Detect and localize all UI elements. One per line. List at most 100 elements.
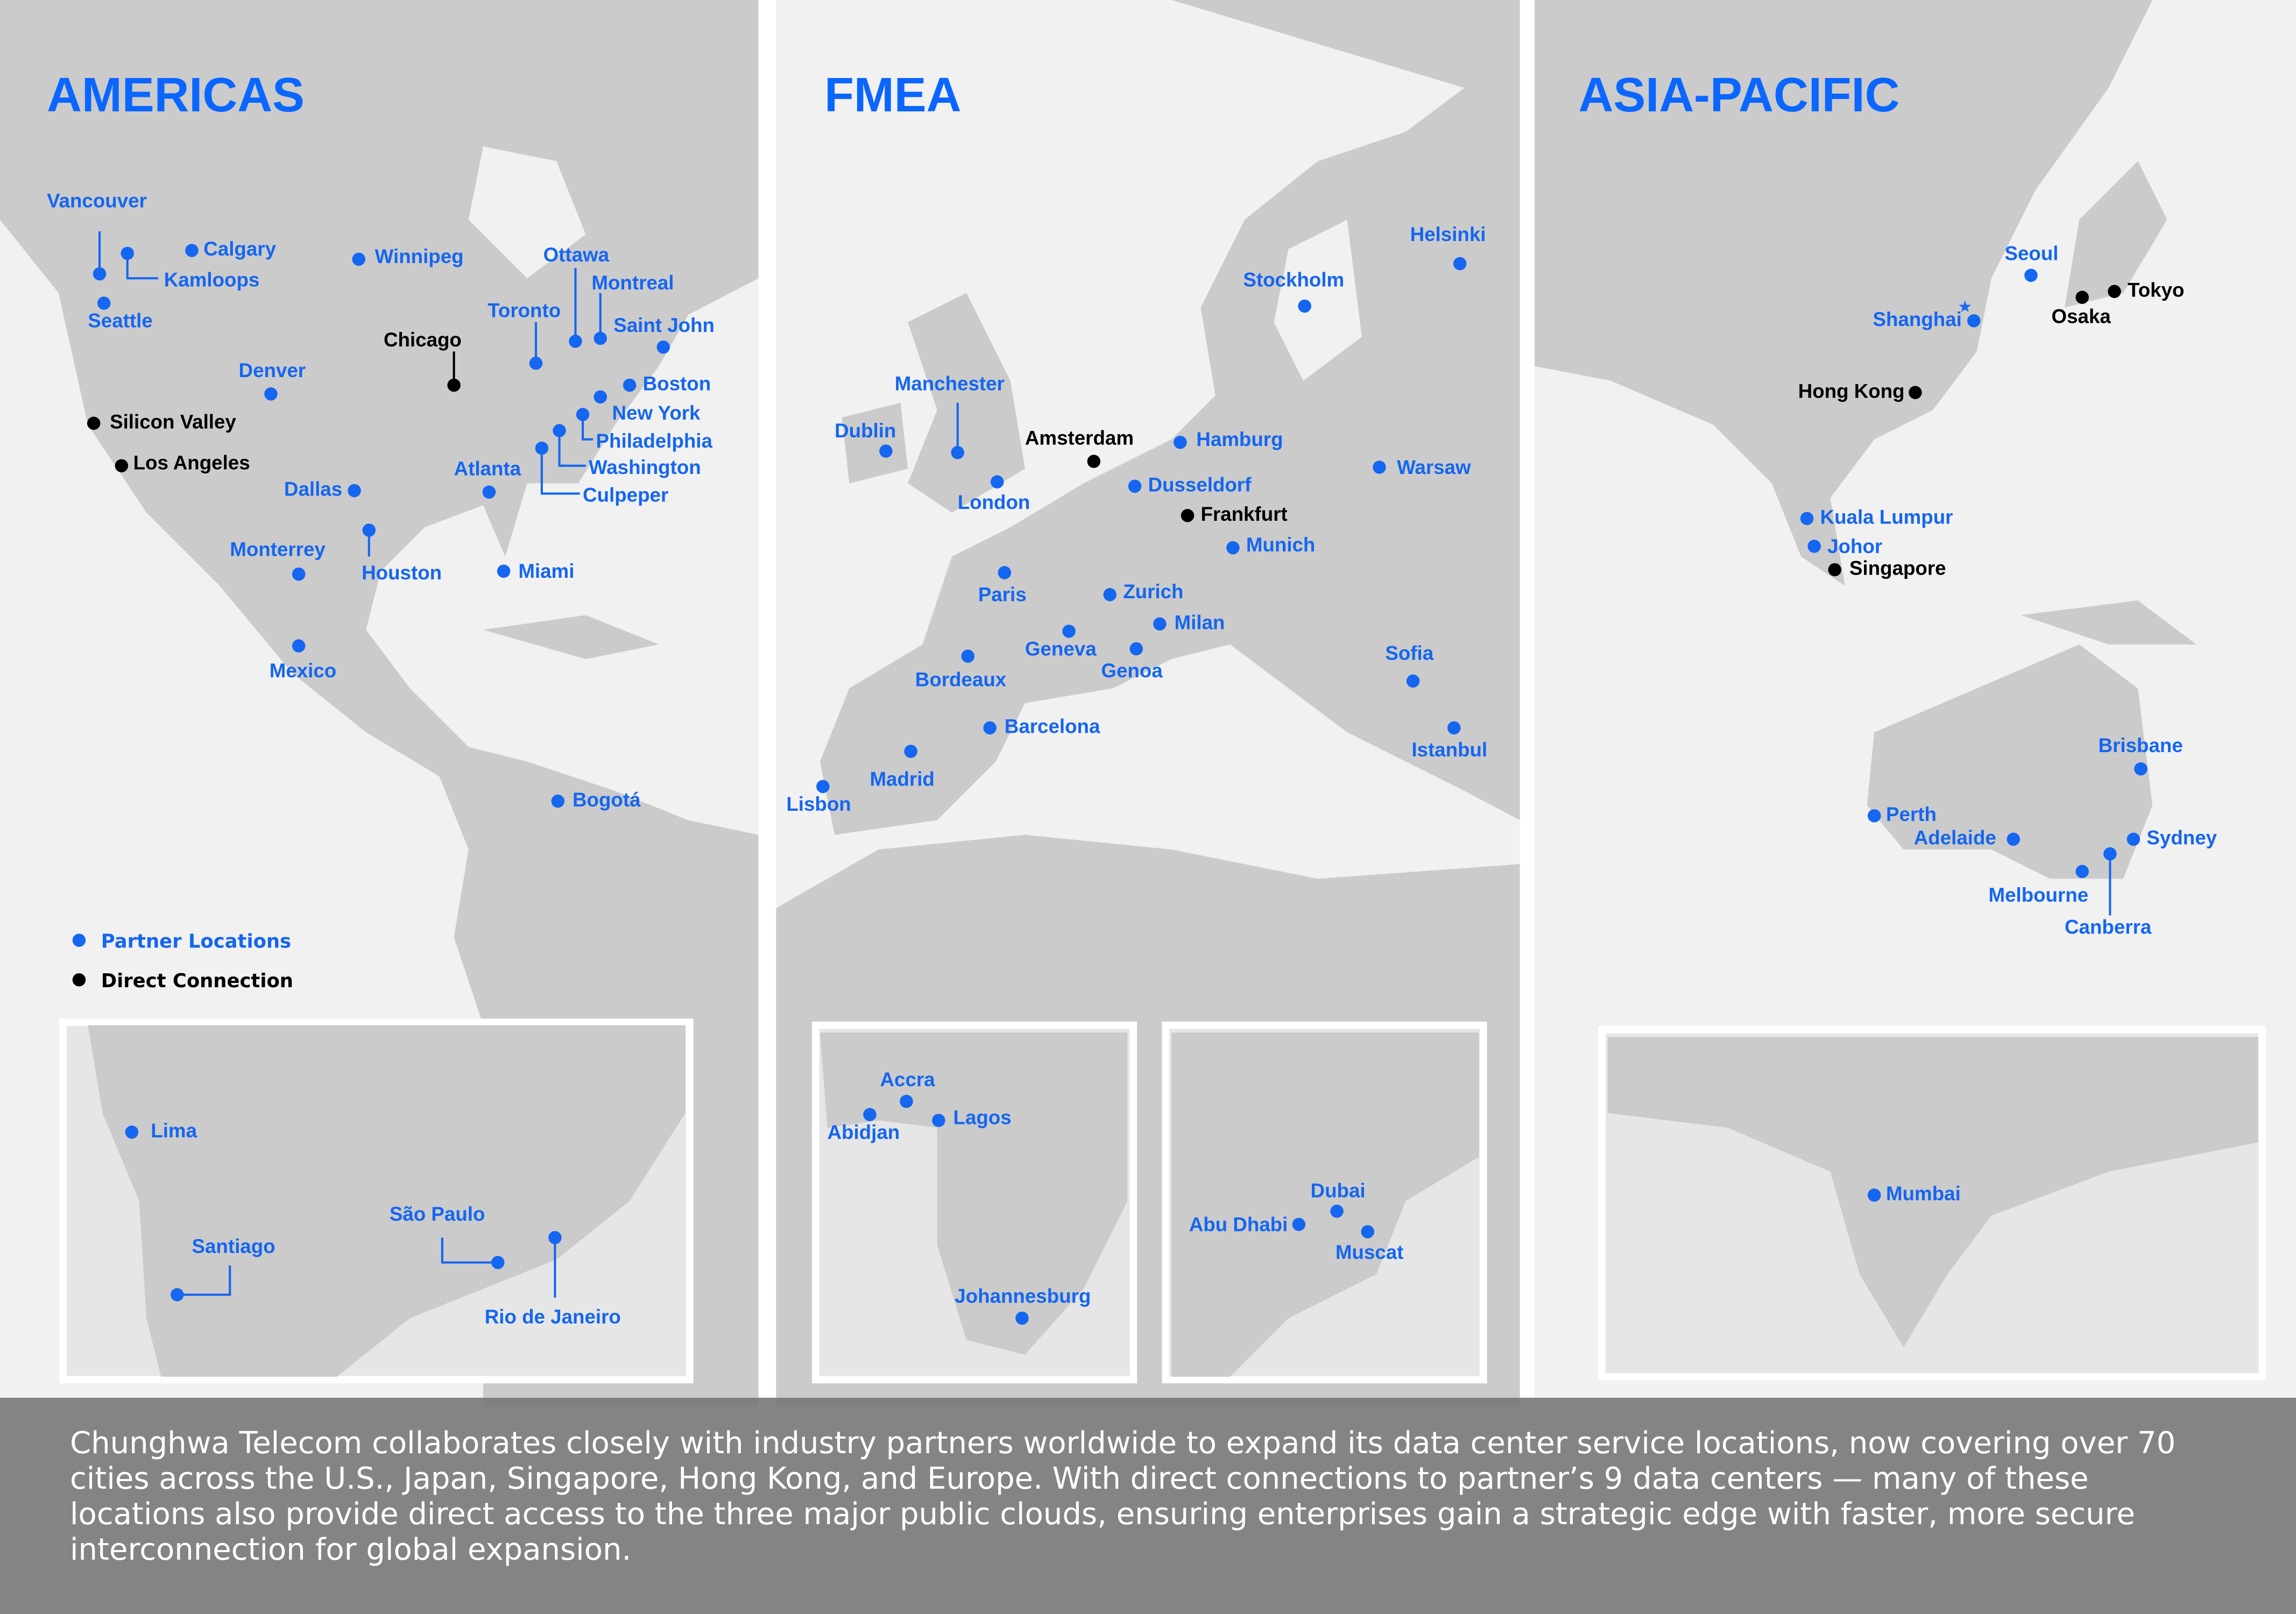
- city-marker-warsaw[interactable]: Warsaw: [1373, 456, 1471, 478]
- city-marker-dusseldorf[interactable]: Dusseldorf: [1128, 474, 1252, 496]
- city-marker-new-york[interactable]: New York: [594, 390, 701, 424]
- city-label: Lisbon: [786, 793, 851, 815]
- city-marker-winnipeg[interactable]: Winnipeg: [352, 245, 464, 267]
- partner-dot-icon: [1153, 617, 1167, 631]
- leader-line: [441, 1237, 498, 1264]
- city-marker-houston[interactable]: Houston: [362, 523, 442, 584]
- city-label: Hong Kong: [1798, 380, 1905, 402]
- partner-dot-icon: [1226, 541, 1240, 555]
- city-marker-atlanta[interactable]: Atlanta: [454, 458, 521, 499]
- city-marker-kuala-lumpur[interactable]: Kuala Lumpur: [1800, 506, 1953, 528]
- city-marker-abidjan[interactable]: Abidjan: [828, 1108, 900, 1143]
- city-marker-washington[interactable]: Washington: [553, 424, 701, 478]
- city-label: Milan: [1174, 611, 1225, 633]
- city-label: Kamloops: [164, 268, 260, 291]
- partner-dot-icon: [535, 441, 549, 455]
- city-marker-santiago[interactable]: Santiago: [171, 1235, 275, 1301]
- city-marker-seoul[interactable]: Seoul: [2004, 242, 2058, 282]
- city-marker-barcelona[interactable]: Barcelona: [983, 716, 1100, 738]
- partner-dot-icon: [594, 331, 607, 345]
- city-marker-sao-paulo[interactable]: São Paulo: [390, 1203, 505, 1269]
- city-marker-sofia[interactable]: Sofia: [1385, 642, 1434, 688]
- city-marker-geneva[interactable]: Geneva: [1025, 625, 1097, 660]
- city-label: Miami: [518, 560, 574, 582]
- partner-dot-icon: [569, 335, 582, 348]
- city-marker-genoa[interactable]: Genoa: [1101, 642, 1163, 682]
- city-marker-montreal[interactable]: Montreal: [591, 272, 674, 345]
- city-marker-adelaide[interactable]: Adelaide: [1914, 827, 2021, 849]
- city-label: Munich: [1246, 534, 1316, 556]
- city-marker-lisbon[interactable]: Lisbon: [786, 780, 851, 815]
- partner-dot-icon: [2127, 832, 2140, 846]
- leader-line: [582, 414, 594, 441]
- direct-dot-icon: [1181, 509, 1195, 522]
- city-marker-denver[interactable]: Denver: [239, 359, 306, 401]
- city-marker-zurich[interactable]: Zurich: [1103, 581, 1184, 603]
- city-marker-manchester[interactable]: Manchester: [895, 373, 1005, 459]
- leader-line: [540, 448, 580, 495]
- city-marker-lima[interactable]: Lima: [125, 1120, 197, 1142]
- city-marker-silicon-valley[interactable]: Silicon Valley: [87, 410, 237, 433]
- partner-dot-icon: [904, 745, 917, 758]
- city-label: Monterrey: [230, 538, 326, 560]
- city-marker-calgary[interactable]: Calgary: [185, 238, 277, 260]
- city-marker-philadelphia[interactable]: Philadelphia: [576, 408, 713, 452]
- city-marker-hong-kong[interactable]: Hong Kong: [1798, 380, 1922, 402]
- city-marker-muscat[interactable]: Muscat: [1336, 1225, 1404, 1263]
- city-marker-brisbane[interactable]: Brisbane: [2099, 734, 2183, 776]
- city-marker-ottawa[interactable]: Ottawa: [543, 244, 610, 348]
- city-marker-dublin[interactable]: Dublin: [835, 420, 896, 458]
- city-marker-paris[interactable]: Paris: [978, 566, 1027, 606]
- city-marker-madrid[interactable]: Madrid: [870, 745, 935, 790]
- city-marker-milan[interactable]: Milan: [1153, 611, 1225, 633]
- city-marker-canberra[interactable]: Canberra: [2065, 847, 2152, 938]
- city-marker-accra[interactable]: Accra: [880, 1068, 936, 1108]
- city-marker-los-angeles[interactable]: Los Angeles: [115, 452, 250, 474]
- city-marker-osaka[interactable]: Osaka: [2052, 291, 2111, 327]
- city-label: Seattle: [88, 310, 152, 332]
- city-marker-seattle[interactable]: Seattle: [88, 296, 153, 332]
- city-marker-helsinki[interactable]: Helsinki: [1410, 223, 1486, 271]
- city-marker-amsterdam[interactable]: Amsterdam: [1025, 427, 1134, 468]
- city-marker-abu-dhabi[interactable]: Abu Dhabi: [1189, 1213, 1306, 1235]
- city-marker-hamburg[interactable]: Hamburg: [1174, 428, 1283, 450]
- city-marker-istanbul[interactable]: Istanbul: [1411, 721, 1487, 761]
- caption-text: Chunghwa Telecom collaborates closely wi…: [0, 1398, 2296, 1614]
- city-marker-munich[interactable]: Munich: [1226, 534, 1315, 556]
- city-marker-dallas[interactable]: Dallas: [284, 478, 361, 500]
- city-marker-london[interactable]: London: [958, 475, 1030, 513]
- city-marker-stockholm[interactable]: Stockholm: [1243, 268, 1344, 313]
- city-marker-perth[interactable]: Perth: [1868, 803, 1937, 825]
- city-marker-tokyo[interactable]: Tokyo: [2108, 279, 2184, 301]
- city-marker-chicago[interactable]: Chicago: [384, 329, 462, 392]
- city-marker-johor[interactable]: Johor: [1807, 535, 1882, 557]
- city-marker-vancouver[interactable]: Vancouver: [47, 189, 147, 281]
- city-label: Chicago: [384, 329, 462, 351]
- city-marker-bordeaux[interactable]: Bordeaux: [915, 649, 1007, 691]
- city-marker-boston[interactable]: Boston: [623, 373, 711, 395]
- city-label: Denver: [239, 359, 306, 381]
- city-marker-miami[interactable]: Miami: [497, 560, 575, 582]
- city-marker-saint-john[interactable]: Saint John: [613, 314, 715, 354]
- city-marker-lagos[interactable]: Lagos: [932, 1107, 1012, 1129]
- city-marker-bogota[interactable]: Bogotá: [551, 789, 641, 811]
- city-marker-sydney[interactable]: Sydney: [2127, 827, 2217, 849]
- city-marker-shanghai[interactable]: Shanghai★: [1873, 298, 1981, 330]
- city-marker-dubai[interactable]: Dubai: [1311, 1180, 1366, 1218]
- city-marker-monterrey[interactable]: Monterrey: [230, 538, 326, 581]
- city-label: Zurich: [1123, 581, 1183, 603]
- city-marker-kamloops[interactable]: Kamloops: [121, 246, 260, 291]
- city-marker-rio-de-janeiro[interactable]: Rio de Janeiro: [485, 1231, 621, 1328]
- partner-dot-icon: [93, 267, 107, 281]
- city-marker-mumbai[interactable]: Mumbai: [1868, 1183, 1961, 1205]
- city-label: New York: [612, 402, 701, 424]
- city-marker-melbourne[interactable]: Melbourne: [1989, 865, 2089, 906]
- city-marker-culpeper[interactable]: Culpeper: [535, 441, 669, 506]
- city-marker-johannesburg[interactable]: Johannesburg: [955, 1285, 1091, 1325]
- city-marker-toronto[interactable]: Toronto: [488, 300, 561, 370]
- city-marker-frankfurt[interactable]: Frankfurt: [1181, 503, 1288, 525]
- city-label: Madrid: [870, 768, 934, 790]
- partner-dot-icon: [482, 485, 496, 499]
- city-marker-mexico[interactable]: Mexico: [270, 639, 337, 682]
- city-marker-singapore[interactable]: Singapore: [1828, 557, 1946, 579]
